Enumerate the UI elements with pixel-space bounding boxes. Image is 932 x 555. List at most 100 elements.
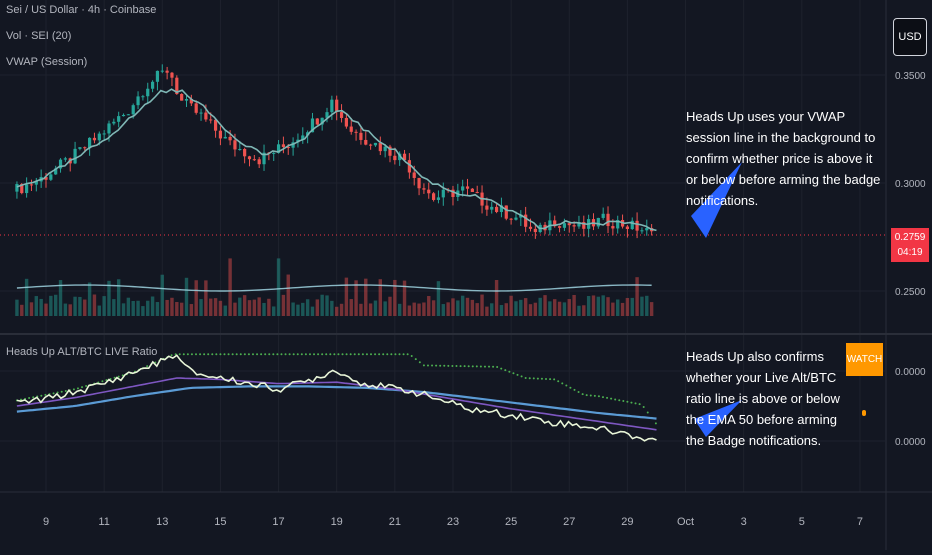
ratio-dot: [378, 353, 381, 356]
volume-bar: [155, 302, 160, 316]
volume-bar: [548, 301, 552, 316]
ratio-line: [16, 354, 657, 442]
volume-bar: [272, 306, 276, 316]
volume-bar: [24, 278, 29, 316]
volume-bar: [514, 301, 518, 316]
candle-body: [325, 112, 329, 118]
ratio-dot: [256, 353, 259, 356]
ratio-dot: [304, 353, 307, 356]
ratio-dot: [471, 365, 474, 368]
candle-body: [364, 139, 368, 145]
candle-body: [107, 123, 111, 134]
watch-badge-label: WATCH: [846, 354, 883, 365]
ratio-dot: [288, 353, 291, 356]
volume-bar: [601, 295, 605, 316]
ratio-dot: [186, 353, 189, 356]
ratio-dot: [300, 353, 303, 356]
volume-bar: [422, 302, 426, 316]
ratio-dot: [589, 394, 592, 397]
candle-body: [451, 189, 455, 198]
ratio-dot: [618, 399, 621, 402]
currency-button[interactable]: USD: [893, 18, 927, 56]
x-tick-label: 19: [331, 516, 343, 528]
candle-body: [15, 184, 19, 192]
volume-bar: [354, 280, 358, 316]
ema-slow-line: [16, 385, 657, 420]
ratio-dot: [626, 400, 629, 403]
ratio-dot: [178, 353, 181, 356]
volume-bar: [194, 280, 198, 316]
watch-badge: WATCH: [846, 343, 883, 376]
x-tick-label: 13: [156, 516, 168, 528]
volume-bar: [635, 277, 639, 316]
volume-bar: [359, 303, 363, 316]
candle-body: [223, 136, 227, 139]
ratio-dot: [463, 365, 466, 368]
candle-body: [238, 148, 242, 150]
candle-body: [485, 205, 489, 210]
last-price-value: 0.2759: [894, 232, 926, 243]
volume-bar: [344, 277, 349, 316]
volume-bar: [335, 306, 339, 316]
ratio-dot: [386, 353, 389, 356]
volume-bar: [407, 305, 412, 316]
candle-body: [136, 96, 140, 106]
candle-body: [262, 152, 266, 165]
candle-body: [616, 220, 620, 229]
candle-body: [291, 142, 295, 148]
ratio-dot: [459, 365, 462, 368]
ratio-dot: [235, 353, 238, 356]
volume-bar: [485, 306, 489, 316]
ratio-dot: [276, 353, 279, 356]
x-tick-label: 15: [214, 516, 226, 528]
ratio-dot: [207, 353, 210, 356]
volume-bar: [121, 303, 126, 316]
volume-bar: [330, 300, 334, 316]
volume-bar: [640, 296, 644, 316]
ratio-dot: [199, 353, 202, 356]
volume-bar: [267, 298, 271, 316]
candle-body: [276, 144, 281, 153]
candle-body: [180, 94, 184, 101]
volume-legend: Vol · SEI (20): [6, 30, 72, 42]
ratio-dot: [414, 358, 417, 361]
volume-bar: [136, 300, 140, 316]
candle-body: [34, 181, 38, 185]
ratio-dot: [40, 394, 43, 397]
volume-bar: [523, 298, 528, 316]
candle-body: [194, 103, 198, 113]
ratio-dot: [654, 422, 657, 425]
volume-bar: [39, 298, 43, 316]
volume-bar: [34, 296, 39, 316]
ratio-dot: [504, 369, 507, 372]
volume-bar: [620, 302, 625, 316]
ratio-dot: [296, 353, 299, 356]
ratio-dot: [308, 353, 311, 356]
candle-body: [461, 186, 465, 191]
ratio-dot: [313, 353, 316, 356]
ratio-dot: [64, 389, 67, 392]
ratio-dot: [361, 353, 364, 356]
candle-body: [97, 133, 101, 141]
volume-bar: [131, 300, 135, 316]
ratio-dot: [597, 395, 600, 398]
volume-bar: [165, 299, 169, 316]
ratio-dot: [60, 390, 63, 393]
ratio-dot: [329, 353, 332, 356]
volume-bar: [97, 305, 101, 316]
ratio-dot: [260, 353, 263, 356]
ratio-dot: [374, 353, 377, 356]
candle-body: [398, 153, 402, 161]
candle-body: [596, 217, 600, 227]
ratio-dot: [545, 377, 548, 380]
candle-body: [20, 184, 24, 194]
annotation-arrows: [691, 162, 742, 437]
candle-body: [514, 217, 518, 220]
ratio-dot: [72, 388, 75, 391]
candle-body: [29, 184, 34, 186]
candle-body: [25, 184, 29, 194]
ratio-dot: [268, 353, 271, 356]
candle-body: [92, 137, 97, 141]
ratio-dot: [52, 392, 55, 395]
